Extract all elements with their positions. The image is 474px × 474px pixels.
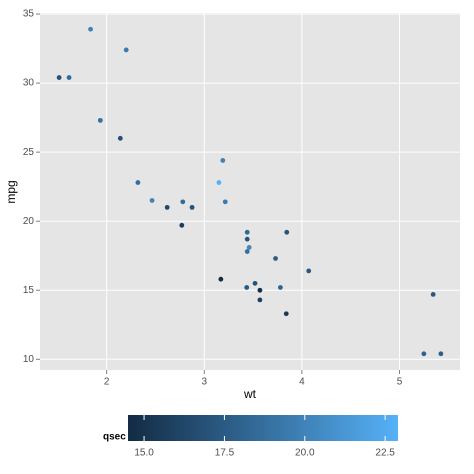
point	[216, 180, 222, 185]
point	[218, 276, 224, 282]
point	[66, 75, 72, 80]
point	[97, 117, 103, 123]
point	[123, 47, 129, 53]
point	[283, 311, 289, 317]
point	[56, 75, 62, 80]
point	[421, 351, 427, 357]
point	[252, 280, 258, 286]
x-tick-label: 5	[397, 377, 403, 388]
y-tick-label: 35	[23, 9, 35, 20]
point	[180, 199, 186, 205]
colorbar-tick-label: 15.0	[134, 448, 154, 459]
point	[273, 256, 278, 261]
point	[164, 204, 170, 210]
y-tick-label: 30	[23, 78, 35, 89]
point	[222, 199, 228, 205]
x-axis-title: wt	[243, 387, 257, 401]
point	[257, 287, 263, 293]
y-tick-label: 15	[23, 285, 35, 296]
point	[149, 198, 155, 203]
point	[135, 180, 141, 185]
point	[438, 351, 444, 357]
point	[220, 158, 226, 163]
point	[284, 229, 290, 235]
point	[278, 285, 283, 290]
y-axis-title: mpg	[4, 180, 18, 203]
y-tick-label: 10	[23, 354, 35, 365]
colorbar	[128, 415, 398, 441]
colorbar-tick-label: 17.5	[215, 448, 235, 459]
point	[244, 229, 250, 235]
y-tick-label: 20	[23, 216, 35, 227]
point	[244, 249, 250, 254]
colorbar-tick-label: 20.0	[295, 448, 315, 459]
point	[244, 285, 250, 290]
point	[189, 204, 195, 210]
point	[88, 26, 93, 32]
point	[257, 297, 263, 303]
colorbar-tick-label: 22.5	[375, 448, 395, 459]
x-tick-label: 2	[104, 377, 110, 388]
legend-title: qsec	[103, 432, 126, 443]
plot-panel	[40, 13, 460, 370]
point	[179, 222, 185, 228]
point	[246, 245, 252, 250]
y-tick-label: 25	[23, 147, 35, 158]
point	[244, 236, 250, 242]
x-tick-label: 4	[299, 377, 305, 388]
point	[430, 291, 436, 297]
point	[306, 268, 312, 274]
x-tick-label: 3	[201, 377, 207, 388]
point	[117, 135, 123, 141]
